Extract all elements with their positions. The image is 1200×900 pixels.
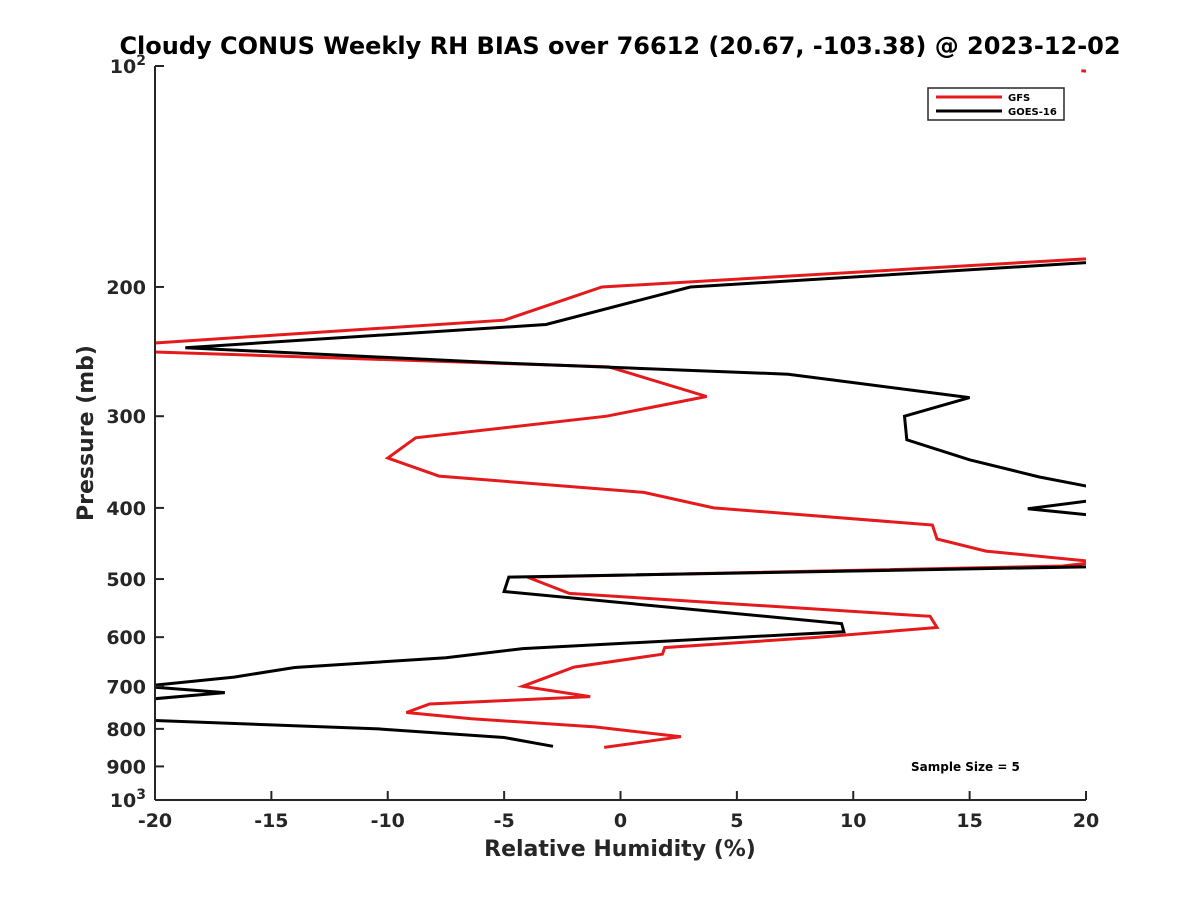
x-tick-label: -5 [494,810,515,832]
x-tick-label: -10 [371,810,405,832]
legend-label-gfs: GFS [1008,93,1030,104]
y-tick-label-base: 10 [110,790,136,812]
y-tick-label: 800 [106,719,146,741]
x-tick-label: 0 [614,810,627,832]
y-axis-label: Pressure (mb) [74,345,99,521]
x-tick-label: -15 [254,810,288,832]
y-tick-label: 900 [106,756,146,778]
y-tick-label: 500 [106,569,146,591]
x-axis-label: Relative Humidity (%) [484,837,756,862]
y-tick-label-exponent: 2 [136,53,146,69]
y-tick-label: 300 [106,406,146,428]
series-layer [155,69,1086,749]
y-tick-label-base: 10 [110,56,136,78]
y-tick-label: 700 [106,676,146,698]
y-tick-label: 600 [106,627,146,649]
legend: GFS GOES-16 [927,87,1065,121]
y-tick-label-exponent: 3 [136,787,146,803]
legend-box [927,87,1065,121]
chart-title: Cloudy CONUS Weekly RH BIAS over 76612 (… [119,32,1120,60]
y-tick-label: 400 [106,498,146,520]
x-ticks: -20 -15 -10 -5 0 5 10 15 20 [138,791,1099,832]
sample-size-annotation: Sample Size = 5 [911,760,1020,774]
x-tick-label: 20 [1073,810,1099,832]
x-tick-label: 15 [956,810,982,832]
x-tick-label: 10 [840,810,866,832]
y-tick-label-power: 103 [110,787,146,812]
y-tick-label: 200 [106,277,146,299]
axes [154,66,1086,801]
y-tick-label-power: 102 [110,53,146,78]
legend-label-goes16: GOES-16 [1008,107,1057,118]
goes16-series-line [155,261,1086,748]
x-tick-label: -20 [138,810,172,832]
x-tick-label: 5 [730,810,743,832]
gfs-series-line [155,69,1086,749]
